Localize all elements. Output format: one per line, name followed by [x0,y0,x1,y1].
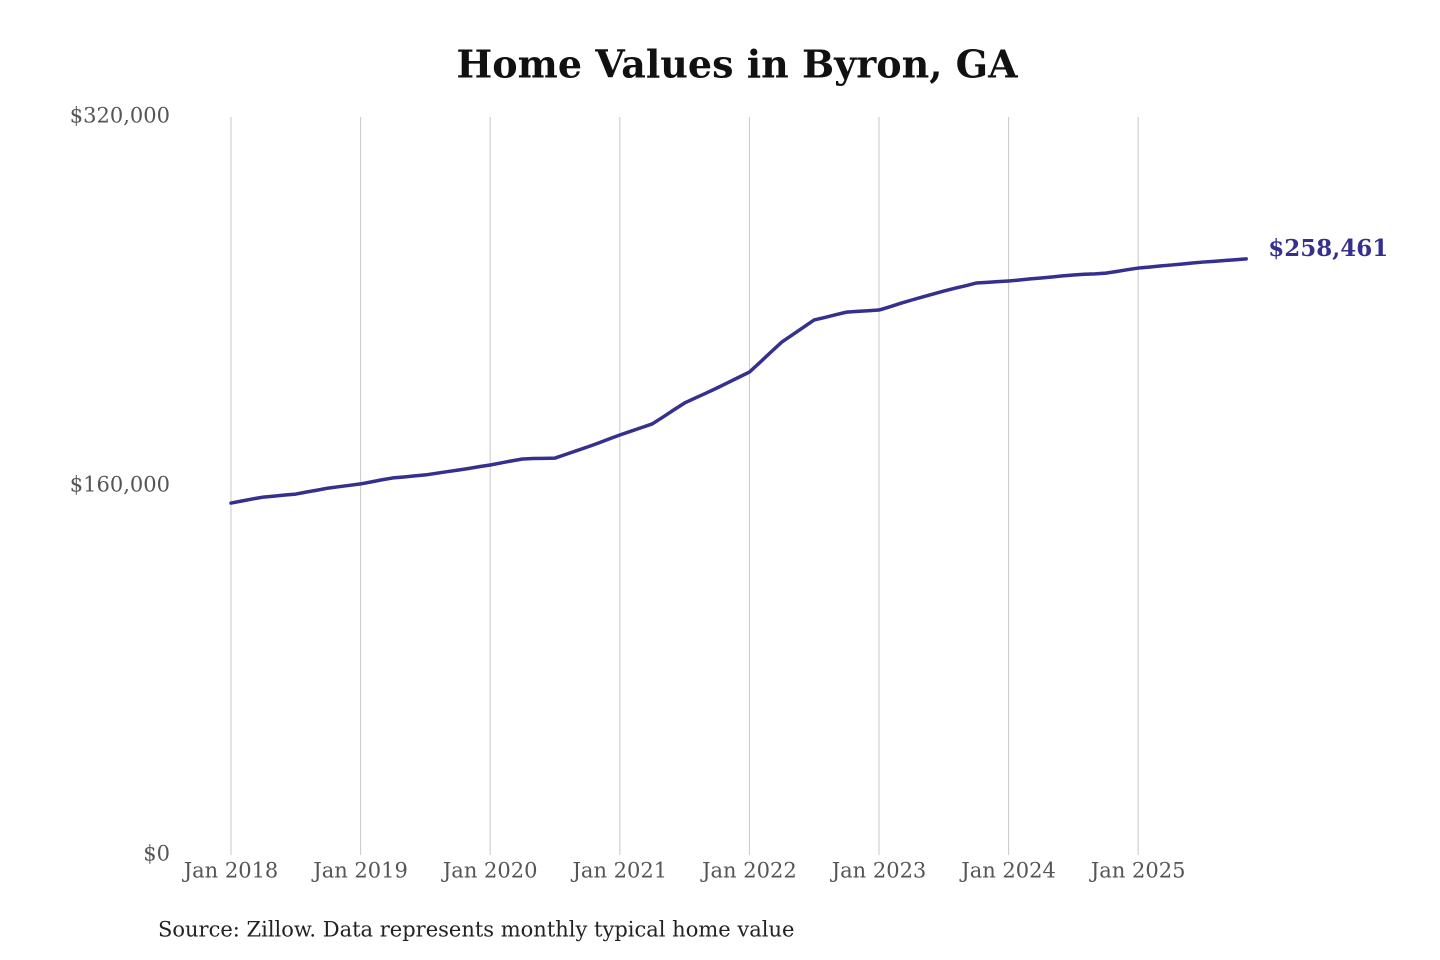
y-tick-label: $0 [143,842,170,866]
y-tick-label: $160,000 [70,473,170,497]
x-tick-label: Jan 2025 [1089,859,1186,883]
y-tick-label: $320,000 [70,104,170,128]
source-note: Source: Zillow. Data represents monthly … [158,918,794,942]
x-tick-label: Jan 2021 [571,859,668,883]
value-label: $258,461 [1268,235,1388,262]
x-tick-label: Jan 2019 [311,859,408,883]
chart-title: Home Values in Byron, GA [456,42,1018,87]
x-tick-label: Jan 2024 [959,859,1056,883]
x-tick-label: Jan 2023 [830,859,927,883]
x-tick-label: Jan 2018 [182,859,279,883]
series-line [229,257,1248,505]
x-tick-label: Jan 2020 [441,859,538,883]
x-tick-label: Jan 2022 [700,859,797,883]
